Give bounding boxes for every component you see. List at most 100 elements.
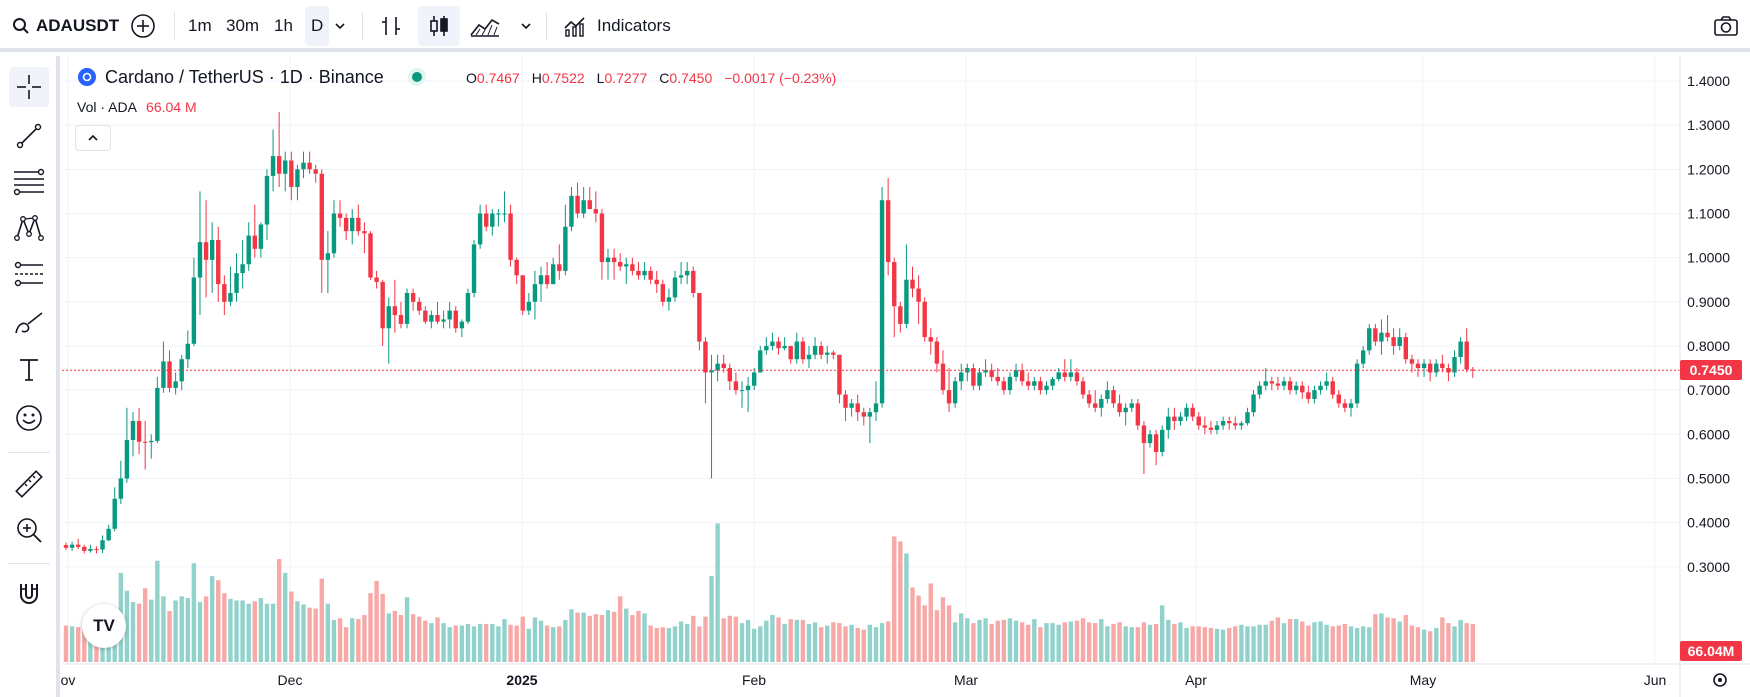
market-status-icon[interactable] xyxy=(406,66,428,88)
candle xyxy=(301,151,306,179)
symbol-title[interactable]: Cardano / TetherUS · 1D · Binance xyxy=(105,66,384,87)
candle xyxy=(1233,416,1238,430)
candle xyxy=(508,204,513,267)
candle-body xyxy=(1257,385,1262,395)
collapse-legend-button[interactable] xyxy=(75,125,111,151)
text-tool[interactable] xyxy=(9,350,49,390)
volume-bar xyxy=(368,593,373,662)
volume-bar xyxy=(1458,619,1463,662)
candle-body xyxy=(1044,385,1049,391)
candle xyxy=(453,306,458,333)
candle-body xyxy=(526,301,532,311)
volume-bar xyxy=(1275,617,1281,662)
candle xyxy=(1263,368,1268,391)
volume-bar xyxy=(252,601,257,662)
pattern-tool[interactable] xyxy=(9,208,49,248)
candle xyxy=(1281,376,1287,391)
candle xyxy=(1013,363,1019,382)
volume-bar xyxy=(155,560,160,662)
toolbar-divider xyxy=(546,12,547,40)
fib-tool[interactable] xyxy=(9,162,49,202)
candle-body xyxy=(1348,403,1354,408)
volume-bar xyxy=(423,620,428,662)
measure-tool[interactable] xyxy=(9,464,49,504)
trend-line-tool[interactable] xyxy=(9,116,49,156)
candle xyxy=(520,275,525,316)
candle-body xyxy=(1147,434,1153,444)
volume-bar xyxy=(1099,619,1104,662)
timeframe-d[interactable]: D xyxy=(305,6,330,46)
volume-bar xyxy=(1172,623,1177,662)
candle xyxy=(630,257,635,276)
candle xyxy=(825,345,830,364)
candle xyxy=(569,186,574,232)
last-volume-tag: 66.04M xyxy=(1680,641,1742,661)
candle-body xyxy=(873,403,879,413)
candle-body xyxy=(971,368,976,386)
candle xyxy=(575,182,580,218)
indicators-button[interactable]: Indicators xyxy=(563,0,671,52)
volume-bar xyxy=(648,625,653,662)
candles-button[interactable] xyxy=(418,6,460,46)
candle-body xyxy=(1135,403,1141,426)
candle-body xyxy=(544,275,550,285)
cardano-logo-icon xyxy=(78,68,96,86)
volume-bar xyxy=(222,593,227,662)
candle-body xyxy=(1434,363,1439,373)
volume-bar xyxy=(465,623,471,662)
candle xyxy=(1050,376,1055,391)
volume-bar xyxy=(283,572,288,662)
volume-bar xyxy=(362,615,367,662)
candle xyxy=(1306,385,1311,404)
candle xyxy=(1348,398,1354,417)
forecast-tool[interactable] xyxy=(9,254,49,294)
volume-bar xyxy=(161,596,166,662)
volume-bar xyxy=(1415,627,1421,662)
compare-button[interactable] xyxy=(130,0,156,52)
candle-body xyxy=(289,160,294,187)
candle xyxy=(380,279,385,346)
volume-bar xyxy=(624,608,629,662)
candle xyxy=(758,345,763,373)
candle-body xyxy=(264,175,270,225)
tradingview-logo[interactable]: TV xyxy=(82,604,126,648)
candle-body xyxy=(885,200,891,263)
candle-body xyxy=(520,275,525,311)
volume-bar xyxy=(1074,620,1080,662)
timeframe-1h[interactable]: 1h xyxy=(274,16,293,35)
candle xyxy=(356,204,361,236)
volume-bar xyxy=(1032,619,1037,662)
area-chart-button[interactable] xyxy=(470,0,500,52)
candle xyxy=(63,542,69,550)
timeframe-1m[interactable]: 1m xyxy=(188,16,212,35)
brush-tool[interactable] xyxy=(9,303,49,343)
emoji-tool[interactable] xyxy=(9,398,49,438)
settings-icon[interactable] xyxy=(1713,673,1727,687)
timeframe-dropdown[interactable] xyxy=(333,0,347,52)
volume-bar xyxy=(788,619,793,662)
candle-body xyxy=(1032,381,1037,386)
candle xyxy=(459,319,465,338)
symbol-search[interactable]: ADAUSDT xyxy=(12,0,119,52)
magnet-tool[interactable] xyxy=(9,574,49,614)
crosshair-tool[interactable] xyxy=(9,67,49,107)
chart-type-dropdown[interactable] xyxy=(519,0,533,52)
candle-body xyxy=(69,544,75,548)
timeframe-30m[interactable]: 30m xyxy=(226,16,260,35)
candle xyxy=(1093,390,1098,413)
candle-body xyxy=(1330,381,1335,395)
screenshot-button[interactable] xyxy=(1713,0,1739,52)
volume-bar xyxy=(331,619,337,662)
volume-bar xyxy=(575,612,580,662)
candle xyxy=(1208,421,1214,435)
volume-label[interactable]: Vol · ADA xyxy=(77,99,137,115)
candle-body xyxy=(1226,421,1232,424)
candle-body xyxy=(703,341,708,373)
candle-body xyxy=(1318,385,1323,391)
bar-chart-button[interactable] xyxy=(380,0,402,52)
volume-bar xyxy=(1287,619,1293,662)
volume-bar xyxy=(1446,623,1451,662)
zoom-tool[interactable] xyxy=(9,510,49,550)
candle-body xyxy=(691,270,696,293)
